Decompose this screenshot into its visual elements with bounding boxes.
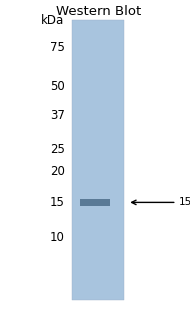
Text: 50: 50 <box>50 80 65 93</box>
Text: kDa: kDa <box>41 14 65 27</box>
Text: 25: 25 <box>50 143 65 156</box>
Text: 75: 75 <box>50 41 65 54</box>
Text: 20: 20 <box>50 165 65 178</box>
Text: 15kDa: 15kDa <box>179 197 190 207</box>
Bar <box>80 199 110 206</box>
Text: Western Blot: Western Blot <box>56 5 141 18</box>
Bar <box>72 20 124 300</box>
Text: 15: 15 <box>50 196 65 209</box>
Text: 10: 10 <box>50 231 65 244</box>
Text: 37: 37 <box>50 109 65 122</box>
